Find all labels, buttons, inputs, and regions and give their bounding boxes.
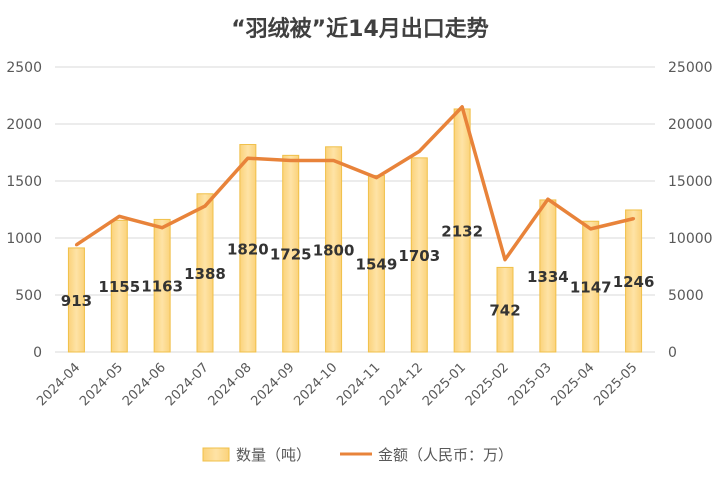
y-right-tick-label: 20000 bbox=[668, 117, 713, 133]
bar bbox=[325, 146, 343, 353]
bar bbox=[367, 174, 385, 353]
bar-data-label: 2132 bbox=[441, 222, 483, 240]
bar bbox=[582, 220, 600, 353]
bar-data-label: 1800 bbox=[313, 241, 355, 259]
bar-data-label: 1246 bbox=[613, 273, 655, 291]
bar bbox=[67, 247, 85, 353]
x-tick-label: 2024-05 bbox=[77, 360, 126, 409]
chart-title: “羽绒被”近14月出口走势 bbox=[231, 16, 489, 42]
bar bbox=[282, 154, 300, 353]
line-point bbox=[374, 176, 378, 180]
legend-label-line: 金额（人民币：万） bbox=[378, 446, 513, 464]
x-tick-label: 2025-02 bbox=[463, 360, 512, 409]
y-left-tick-label: 2000 bbox=[6, 117, 42, 133]
y-left-tick-label: 0 bbox=[33, 345, 42, 361]
x-tick-label: 2025-01 bbox=[420, 360, 469, 409]
bar-data-label: 1334 bbox=[527, 268, 569, 286]
line-point bbox=[503, 258, 507, 262]
line-point bbox=[546, 197, 550, 201]
bar bbox=[110, 219, 128, 353]
y-right-tick-label: 0 bbox=[668, 345, 677, 361]
y-right-tick-label: 25000 bbox=[668, 60, 713, 76]
x-tick-label: 2024-10 bbox=[291, 360, 340, 409]
x-tick-label: 2024-12 bbox=[377, 360, 426, 409]
bar-data-label: 1163 bbox=[141, 278, 183, 296]
y-right-tick-label: 15000 bbox=[668, 174, 713, 190]
bar-data-label: 913 bbox=[61, 292, 92, 310]
y-left-tick-label: 1500 bbox=[6, 174, 42, 190]
legend-swatch-bar bbox=[202, 447, 230, 462]
line-point bbox=[417, 149, 421, 153]
y-left-tick-label: 2500 bbox=[6, 60, 42, 76]
x-tick-label: 2025-05 bbox=[591, 360, 640, 409]
bar-data-label: 1388 bbox=[184, 265, 226, 283]
line-point bbox=[74, 243, 78, 247]
bar bbox=[625, 209, 643, 353]
bar bbox=[410, 157, 428, 353]
bar-data-label: 1703 bbox=[398, 247, 440, 265]
line-point bbox=[632, 217, 636, 221]
x-tick-label: 2024-06 bbox=[120, 360, 169, 409]
y-left-tick-label: 500 bbox=[15, 288, 42, 304]
line-point bbox=[589, 227, 593, 231]
line-point bbox=[203, 204, 207, 208]
line-point bbox=[160, 226, 164, 230]
bar-data-label: 1147 bbox=[570, 279, 612, 297]
line-point bbox=[246, 156, 250, 160]
bar bbox=[196, 193, 214, 353]
x-tick-label: 2024-11 bbox=[334, 360, 383, 409]
x-tick-label: 2024-08 bbox=[206, 360, 255, 409]
bar-data-label: 1725 bbox=[270, 246, 312, 264]
line-point bbox=[117, 214, 121, 218]
bar-data-label: 1155 bbox=[98, 278, 140, 296]
legend-label-bar: 数量（吨） bbox=[236, 446, 311, 464]
bar bbox=[239, 144, 257, 353]
x-tick-label: 2024-07 bbox=[163, 360, 212, 409]
bar-data-label: 1820 bbox=[227, 240, 269, 258]
line-point bbox=[332, 158, 336, 162]
y-right-tick-label: 5000 bbox=[668, 288, 704, 304]
x-tick-label: 2024-09 bbox=[249, 360, 298, 409]
line-series bbox=[75, 105, 634, 262]
bar bbox=[153, 218, 171, 353]
x-tick-label: 2025-03 bbox=[506, 360, 555, 409]
line-point bbox=[460, 105, 464, 109]
y-right-tick-label: 10000 bbox=[668, 231, 713, 247]
bar-data-label: 742 bbox=[489, 302, 520, 320]
bar-data-label: 1549 bbox=[356, 256, 398, 274]
x-tick-label: 2025-04 bbox=[549, 360, 598, 409]
x-tick-label: 2024-04 bbox=[34, 360, 83, 409]
line-point bbox=[289, 158, 293, 162]
legend: 数量（吨） 金额（人民币：万） bbox=[202, 446, 513, 464]
y-left-tick-label: 1000 bbox=[6, 231, 42, 247]
bar bbox=[496, 266, 514, 353]
